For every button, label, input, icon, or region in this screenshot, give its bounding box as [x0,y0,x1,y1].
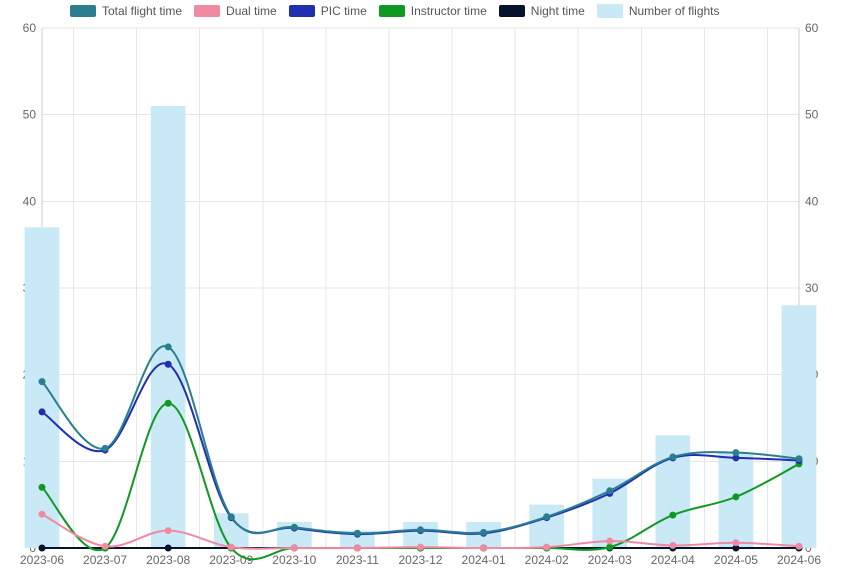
legend-swatch [194,5,220,17]
x-axis-tick: 2023-10 [272,553,316,567]
marker-total [228,514,234,520]
legend-item-total[interactable]: Total flight time [70,4,182,18]
bar-flights [529,505,564,548]
marker-total [544,514,550,520]
x-axis-tick: 2024-02 [525,553,569,567]
y-axis-tick: 50 [23,108,37,122]
legend-swatch [379,5,405,17]
bar-flights [782,305,817,548]
marker-total [418,527,424,533]
marker-total [354,530,360,536]
marker-night [39,545,45,551]
legend-swatch [499,5,525,17]
y2-axis-tick: 40 [805,194,819,208]
marker-dual [165,528,171,534]
marker-total [165,344,171,350]
marker-total [607,488,613,494]
x-axis-tick: 2023-08 [146,553,190,567]
marker-instr [607,544,613,550]
y2-axis-tick: 50 [805,108,819,122]
legend: Total flight time Dual time PIC time Instru… [70,4,831,18]
marker-total [796,456,802,462]
legend-item-pic[interactable]: PIC time [289,4,367,18]
chart-canvas: 010203040506001020304050602023-062023-07… [0,0,841,572]
marker-dual [354,545,360,551]
marker-dual [418,544,424,550]
flight-time-chart: Total flight time Dual time PIC time Instru… [0,0,841,572]
y2-axis-tick: 30 [805,281,819,295]
marker-dual [733,540,739,546]
x-axis-tick: 2023-12 [398,553,442,567]
legend-label: PIC time [321,4,367,18]
marker-dual [670,542,676,548]
marker-total [102,445,108,451]
marker-night [165,545,171,551]
marker-total [481,529,487,535]
x-axis-tick: 2024-04 [651,553,695,567]
x-axis-tick: 2024-06 [777,553,821,567]
legend-label: Night time [531,4,585,18]
marker-total [670,454,676,460]
x-axis-tick: 2023-09 [209,553,253,567]
marker-dual [291,545,297,551]
legend-item-night[interactable]: Night time [499,4,585,18]
x-axis-tick: 2024-05 [714,553,758,567]
marker-instr [733,494,739,500]
legend-item-dual[interactable]: Dual time [194,4,277,18]
marker-dual [607,538,613,544]
legend-swatch [289,5,315,17]
y-axis-tick: 60 [23,21,37,35]
x-axis-tick: 2023-07 [83,553,127,567]
legend-label: Dual time [226,4,277,18]
x-axis-tick: 2024-03 [588,553,632,567]
marker-instr [165,400,171,406]
marker-total [39,379,45,385]
y2-axis-tick: 60 [805,21,819,35]
marker-dual [481,545,487,551]
marker-total [733,450,739,456]
legend-swatch [597,4,623,18]
x-axis-tick: 2023-06 [20,553,64,567]
x-axis-tick: 2023-11 [336,553,379,567]
bar-flights [655,435,690,548]
legend-item-instr[interactable]: Instructor time [379,4,487,18]
bar-flights [25,227,60,548]
marker-instr [39,484,45,490]
legend-label: Total flight time [102,4,182,18]
marker-instr [670,512,676,518]
legend-label: Number of flights [629,4,720,18]
bar-flights [151,106,186,548]
y-axis-tick: 40 [23,194,37,208]
marker-total [291,524,297,530]
x-axis-tick: 2024-01 [462,553,506,567]
marker-dual [796,543,802,549]
marker-dual [39,511,45,517]
marker-pic [165,361,171,367]
marker-dual [228,544,234,550]
marker-dual [102,543,108,549]
marker-dual [544,544,550,550]
legend-item-flights[interactable]: Number of flights [597,4,720,18]
marker-pic [39,409,45,415]
legend-label: Instructor time [411,4,487,18]
legend-swatch [70,5,96,17]
